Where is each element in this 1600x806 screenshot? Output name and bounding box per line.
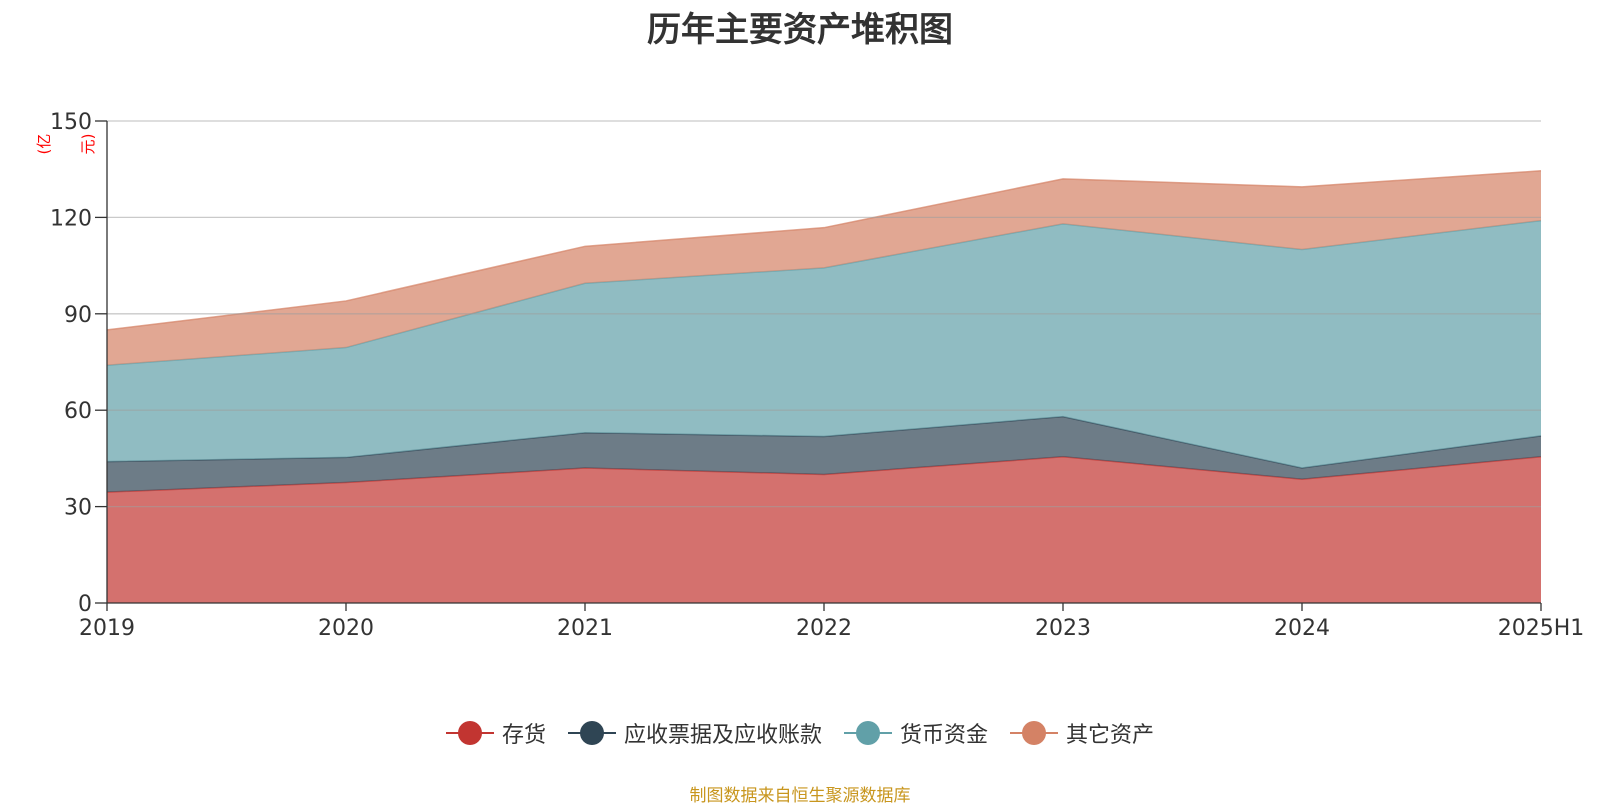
area-series-2 — [107, 416, 1541, 493]
legend-item-4[interactable]: 其它资产 — [1010, 717, 1154, 749]
area-series-3 — [107, 220, 1541, 469]
legend-item-1[interactable]: 存货 — [445, 717, 546, 749]
legend-label: 货币资金 — [900, 723, 989, 748]
legend-label: 应收票据及应收账款 — [623, 723, 822, 748]
y-tick-label-150: 150 — [50, 110, 92, 135]
x-tick-label-2021: 2021 — [557, 616, 613, 641]
line-series-4 — [106, 170, 1542, 331]
y-tick-label-60: 60 — [64, 399, 92, 424]
area-series-1 — [107, 456, 1541, 603]
x-tick-label-2020: 2020 — [318, 616, 374, 641]
x-tick-label-2019: 2019 — [79, 616, 135, 641]
legend-marker — [567, 721, 616, 745]
y-tick-label-0: 0 — [78, 592, 92, 617]
chart-title: 历年主要资产堆积图 — [647, 10, 953, 50]
x-tick-label-2024: 2024 — [1274, 616, 1330, 641]
x-tick-label-2022: 2022 — [796, 616, 852, 641]
legend-marker — [844, 721, 892, 745]
legend-marker — [1010, 721, 1059, 745]
source-note: 制图数据来自恒生聚源数据库 — [689, 786, 911, 806]
x-tick-label-2023: 2023 — [1035, 616, 1091, 641]
x-tick-label-2025H1: 2025H1 — [1498, 616, 1585, 641]
legend-item-3[interactable]: 货币资金 — [844, 717, 988, 749]
y-tick-label-90: 90 — [64, 303, 92, 328]
legend-label: 其它资产 — [1066, 723, 1155, 748]
y-tick-label-30: 30 — [64, 496, 92, 521]
legend-marker — [445, 721, 494, 745]
plot-area: 0 30 60 90 120 150 2019 2020 2021 2022 2023 2024 202… — [50, 110, 1585, 641]
legend-label: 存货 — [501, 723, 546, 748]
legend: 存货 应收票据及应收账款 货币资金 其它资产 — [0, 717, 1600, 749]
y-tick-label-120: 120 — [50, 206, 92, 231]
area-series-4 — [107, 170, 1541, 366]
series-areas — [106, 170, 1542, 603]
legend-item-2[interactable]: 应收票据及应收账款 — [567, 717, 822, 749]
